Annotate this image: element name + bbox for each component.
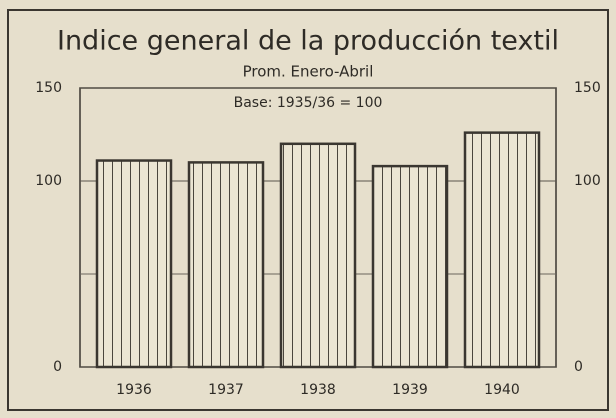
y-tick-label: 100 (35, 173, 62, 189)
x-tick-label: 1938 (300, 382, 336, 398)
chart-title: Indice general de la producción textil (57, 26, 559, 57)
bar (279, 142, 357, 369)
frame (7, 9, 609, 411)
bar (187, 161, 265, 369)
y2-tick-label: 0 (574, 359, 583, 375)
bar (463, 131, 541, 369)
chart-subtitle: Prom. Enero-Abril (243, 63, 374, 81)
x-tick-label: 1940 (484, 382, 520, 398)
bar (371, 164, 449, 369)
y2-tick-label: 150 (574, 80, 601, 96)
y2-tick-label: 100 (574, 173, 601, 189)
y-tick-label: 0 (53, 359, 62, 375)
x-tick-label: 1936 (116, 382, 152, 398)
bar (95, 159, 173, 369)
annotation: Base: 1935/36 = 100 (234, 95, 383, 111)
x-tick-label: 1937 (208, 382, 244, 398)
y-tick-label: 150 (35, 80, 62, 96)
x-tick-label: 1939 (392, 382, 428, 398)
